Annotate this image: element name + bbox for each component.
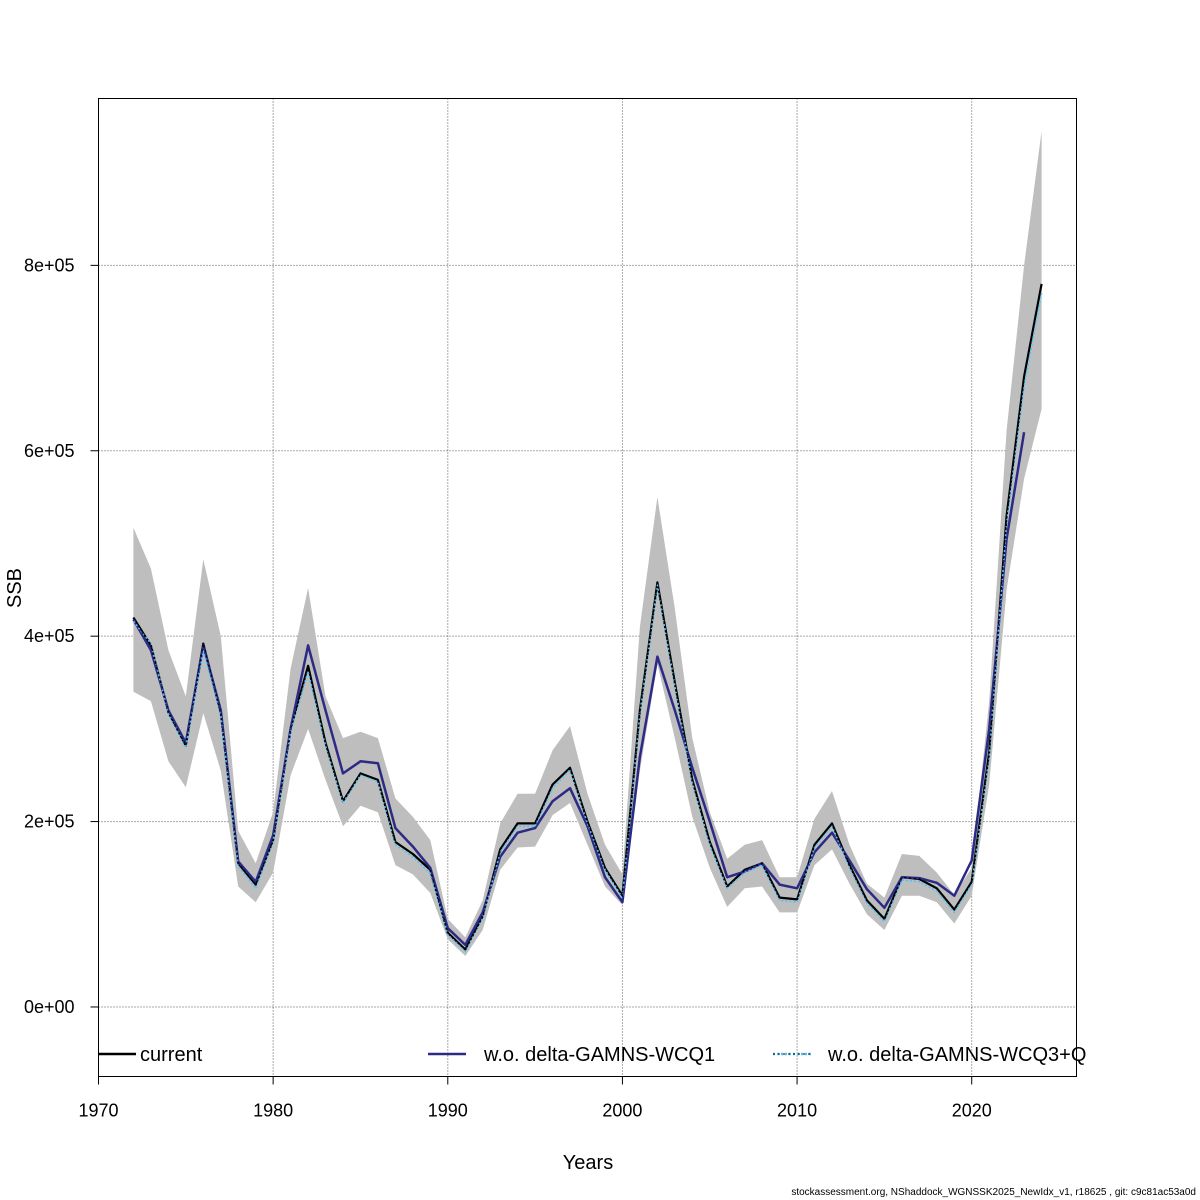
plot-frame	[98, 98, 1077, 1077]
x-tick-label-1990: 1990	[428, 1101, 468, 1121]
y-tick-label-2: 4e+05	[24, 626, 75, 646]
x-axis-title: Years	[563, 1152, 613, 1174]
legend-label-1: w.o. delta-GAMNS-WCQ1	[483, 1044, 715, 1066]
x-tick-label-2000: 2000	[602, 1101, 642, 1121]
confidence-band-group	[133, 130, 1042, 956]
grid-lines	[98, 98, 1077, 1077]
series-line-current-overlay	[132, 283, 1043, 951]
series-lines-group	[132, 283, 1043, 953]
footer-note: stockassessment.org, NShaddock_WGNSSK202…	[791, 1187, 1196, 1198]
y-tick-label-4: 8e+05	[24, 255, 75, 275]
legend-label-2: w.o. delta-GAMNS-WCQ3+Q1	[827, 1044, 1098, 1066]
x-tick-label-2020: 2020	[952, 1101, 992, 1121]
x-tick-label-1980: 1980	[253, 1101, 293, 1121]
x-axis: 1970 1980 1990 2000 2010 2020	[78, 1076, 992, 1121]
x-tick-label-2010: 2010	[777, 1101, 817, 1121]
y-tick-label-3: 6e+05	[24, 441, 75, 461]
y-tick-label-1: 2e+05	[24, 812, 75, 832]
series-line-wo-gamns-wcq3-q1	[132, 293, 1043, 953]
y-axis: 0e+00 2e+05 4e+05 6e+05 8e+05	[24, 255, 99, 1017]
x-tick-label-1970: 1970	[78, 1101, 118, 1121]
y-axis-title: SSB	[4, 568, 26, 608]
legend: current w.o. delta-GAMNS-WCQ1 w.o. delta-G…	[98, 1044, 1098, 1066]
legend-label-0: current	[140, 1044, 203, 1066]
confidence-band	[133, 130, 1042, 956]
y-tick-label-0: 0e+00	[24, 997, 75, 1017]
